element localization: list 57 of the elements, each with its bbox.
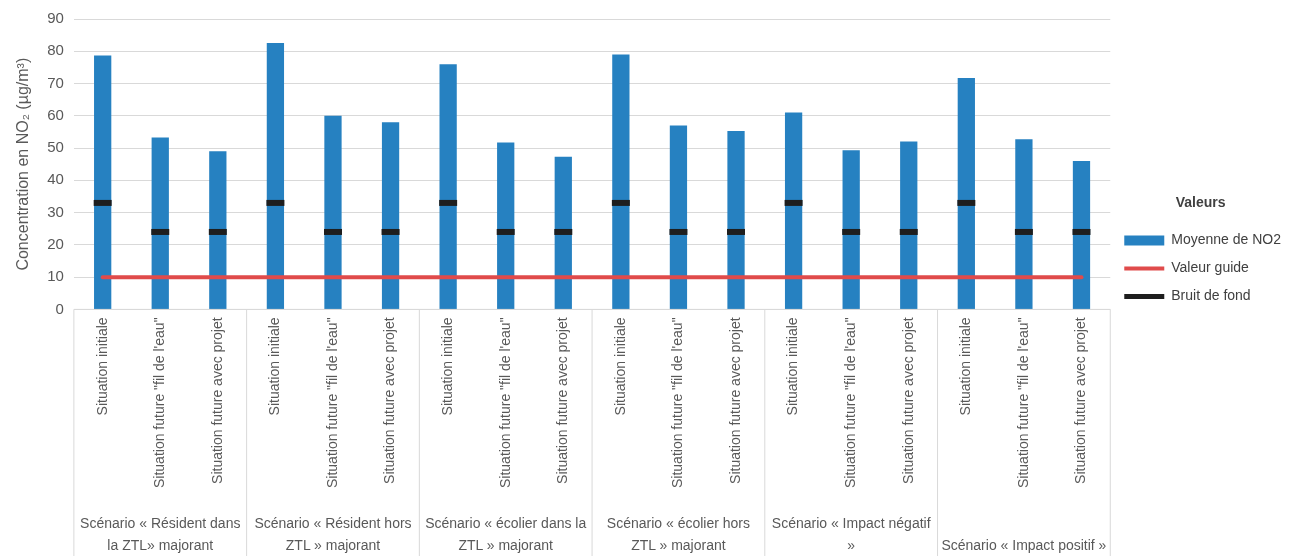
y-tick-label: 10 (47, 267, 64, 285)
bar (669, 125, 688, 309)
y-tick-label: 50 (47, 138, 64, 156)
x-tick-label: Situation initiale (266, 317, 283, 416)
bar (1072, 160, 1091, 309)
legend-label: Moyenne de NO2 (1171, 231, 1282, 248)
x-tick-label: Situation initiale (93, 317, 110, 416)
bar (727, 130, 745, 309)
x-tick-label: Situation future avec projet (554, 317, 571, 484)
bar (209, 151, 227, 309)
legend-title: Valeurs (1175, 194, 1226, 211)
text: Scénario « écolier dans la ZTL » majorant (425, 515, 587, 553)
bar (324, 115, 342, 309)
y-tick-label: 40 (47, 170, 64, 188)
y-axis-title: Concentration en NO₂ (µg/m³) (14, 57, 32, 271)
x-tick-label: Situation future avec projet (381, 317, 398, 484)
y-tick-label: 70 (47, 73, 64, 91)
x-tick-label: Situation initiale (784, 317, 801, 416)
x-tick-label: Situation future avec projet (1072, 317, 1089, 484)
x-tick-label: Situation future "fil de l'eau" (842, 317, 859, 488)
x-tick-label: Situation future "fil de l'eau" (496, 317, 513, 488)
text: Scénario « Résident hors ZTL » majorant (254, 515, 412, 553)
y-tick-label: 80 (47, 41, 64, 59)
text: Scénario « Impact négatif » (771, 515, 931, 553)
bar (900, 141, 918, 309)
text: Scénario « Résident dans la ZTL» majorant (80, 515, 241, 553)
text: Scénario « écolier hors ZTL » majorant (606, 515, 751, 553)
y-tick-label: 90 (47, 9, 64, 27)
y-tick-label: 60 (47, 105, 64, 123)
bar (957, 78, 975, 309)
x-tick-label: Situation future "fil de l'eau" (669, 317, 686, 488)
x-tick-label: Situation future "fil de l'eau" (1014, 317, 1031, 488)
bar (612, 54, 630, 309)
y-tick-label: 20 (47, 235, 64, 252)
x-tick-label: Situation future avec projet (899, 317, 916, 484)
bar (497, 142, 515, 309)
x-tick-label: Situation future "fil de l'eau" (323, 317, 340, 488)
y-tick-label: 0 (55, 299, 64, 317)
bar (381, 122, 400, 309)
bar (842, 150, 860, 309)
bar (151, 137, 169, 309)
bar (94, 55, 112, 309)
legend-label: Valeur guide (1171, 259, 1250, 276)
x-tick-label: Situation initiale (611, 317, 628, 416)
legend-label: Bruit de fond (1171, 287, 1251, 304)
bar (1015, 139, 1033, 309)
text: Scénario « Impact positif » (941, 537, 1107, 553)
x-tick-label: Situation initiale (957, 317, 974, 416)
x-tick-label: Situation initiale (438, 317, 455, 416)
x-tick-label: Situation future avec projet (726, 317, 743, 484)
y-tick-label: 30 (47, 202, 64, 220)
bar (784, 112, 803, 309)
x-tick-label: Situation future avec projet (208, 317, 225, 484)
bar (554, 156, 572, 309)
bar (439, 64, 457, 309)
x-tick-label: Situation future "fil de l'eau" (151, 317, 168, 488)
bar (266, 42, 285, 309)
